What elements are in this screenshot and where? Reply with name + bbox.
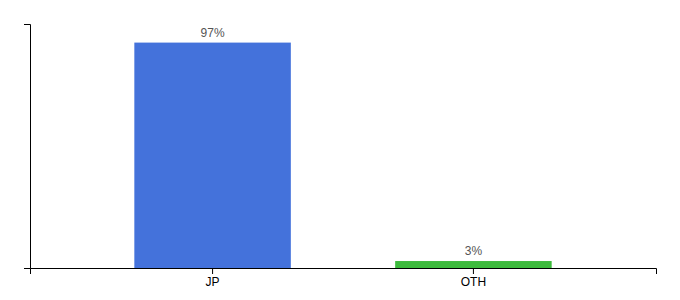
x-tick-label: OTH (461, 275, 486, 289)
data-label: 3% (465, 244, 483, 258)
data-labels: 97% 3% (201, 26, 483, 258)
bar (134, 43, 291, 268)
data-label: 97% (201, 26, 225, 40)
x-tick-mark (473, 268, 474, 274)
x-tick-mark (212, 268, 213, 274)
x-tick: JP (206, 268, 220, 289)
y-axis-line (24, 25, 31, 269)
plot-area: JP OTH 97% 3% (24, 25, 657, 289)
x-tick-label: JP (206, 275, 220, 289)
x-axis-line (31, 269, 657, 275)
y-axis (24, 25, 31, 269)
bars (134, 43, 551, 268)
x-tick: OTH (461, 268, 486, 289)
bar (395, 261, 551, 268)
chart: JP OTH 97% 3% (0, 0, 680, 300)
x-axis: JP OTH (31, 268, 657, 289)
